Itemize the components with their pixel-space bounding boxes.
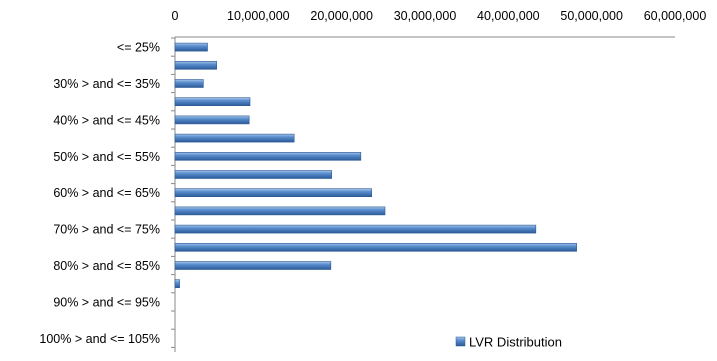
bar (174, 170, 332, 179)
bar (174, 133, 295, 143)
bar (174, 206, 386, 216)
x-tick-label: 0 (172, 9, 179, 23)
y-category-label: 30% > and <= 35% (53, 77, 160, 91)
bar (174, 97, 251, 106)
x-tick-label: 40,000,000 (477, 9, 540, 23)
x-tick-label: 20,000,000 (310, 9, 373, 23)
bar (174, 188, 372, 197)
x-axis-ticks: 0 10,000,000 20,000,000 30,000,000 40,000,00… (172, 9, 707, 23)
bars (174, 42, 577, 289)
bar (174, 152, 362, 161)
bar (174, 224, 537, 234)
x-tick-label: 10,000,000 (227, 9, 290, 23)
bar (174, 79, 204, 88)
y-axis-labels: <= 25% 30% > and <= 35% 40% > and <= 45% 50… (39, 41, 160, 346)
bar (174, 115, 250, 125)
y-axis-ticks (171, 37, 175, 348)
y-category-label: 100% > and <= 105% (39, 332, 160, 346)
bar (174, 279, 180, 289)
y-category-label: 40% > and <= 45% (53, 113, 160, 127)
bar (174, 60, 217, 70)
y-category-label: 60% > and <= 65% (53, 186, 160, 200)
bar (174, 261, 332, 270)
legend: LVR Distribution (455, 335, 562, 350)
x-tick-label: 60,000,000 (644, 9, 707, 23)
y-category-label: 50% > and <= 55% (53, 150, 160, 164)
y-category-label: <= 25% (117, 41, 160, 55)
legend-swatch (455, 336, 466, 347)
bar (174, 243, 577, 252)
bar (174, 42, 208, 52)
y-category-label: 70% > and <= 75% (53, 223, 160, 237)
x-tick-label: 50,000,000 (560, 9, 623, 23)
y-category-label: 90% > and <= 95% (53, 295, 160, 309)
legend-label: LVR Distribution (469, 335, 562, 350)
x-tick-label: 30,000,000 (394, 9, 457, 23)
y-category-label: 80% > and <= 85% (53, 259, 160, 273)
